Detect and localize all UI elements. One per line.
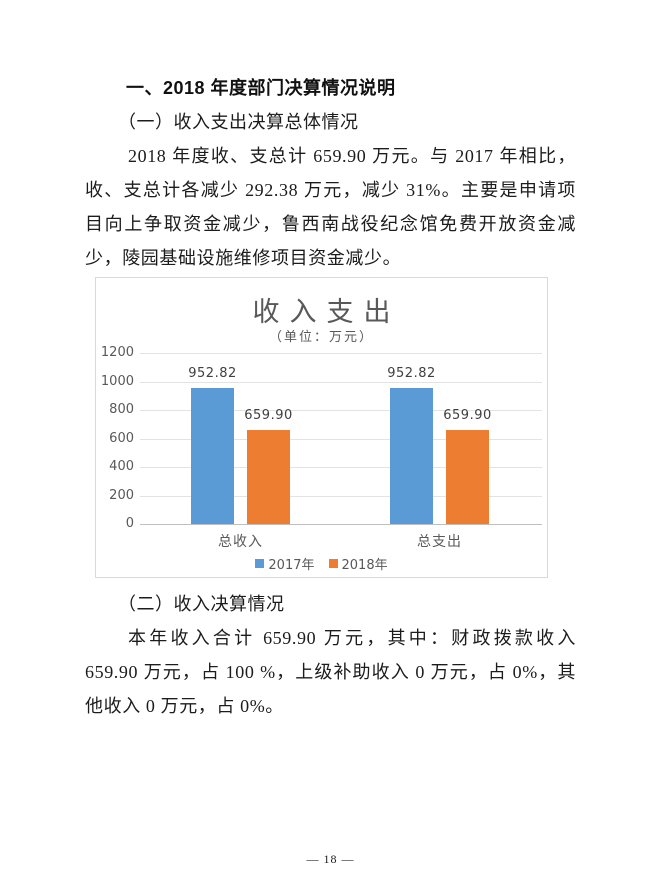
legend-item-2017年: 2017年 <box>255 554 315 573</box>
y-tick-label: 400 <box>109 459 134 474</box>
category-label: 总支出 <box>417 534 462 550</box>
page-number: — 18 — <box>306 852 355 866</box>
chart-subtitle: （单位：万元） <box>268 330 374 345</box>
legend-swatch <box>328 559 338 568</box>
gridline <box>140 467 542 468</box>
bar-2017年-总收入 <box>191 388 234 524</box>
bar-2018年-总支出 <box>446 429 489 524</box>
chart-legend: 2017年 2018年 <box>96 554 547 573</box>
subsection-title-1: （一）收入支出决算总体情况 <box>118 112 359 132</box>
chart-title: 收入支出 <box>252 297 401 328</box>
gridline <box>140 381 542 383</box>
y-tick-label: 200 <box>109 487 134 503</box>
gridline <box>140 495 542 497</box>
legend-item-2018年: 2018年 <box>328 554 388 573</box>
legend-label: 2017年 <box>268 558 315 573</box>
x-axis-line <box>140 524 542 525</box>
y-tick-label: 1200 <box>100 345 134 360</box>
legend-swatch <box>255 559 265 568</box>
y-tick-label: 800 <box>109 402 134 417</box>
paragraph-income: 本年收入合计 659.90 万元，其中：财政拨款收入 659.90 万元，占 1… <box>85 628 576 716</box>
paragraph-overview: 2018 年度收、支总计 659.90 万元。与 2017 年相比，收、支总计各… <box>85 146 576 268</box>
chart: 收入支出 （单位：万元） 0 200 400 600 800 1000 1200 952.82… <box>95 277 548 578</box>
y-tick-label: 0 <box>125 516 134 531</box>
gridline <box>140 353 542 354</box>
category-label: 总收入 <box>218 534 263 550</box>
y-tick-label: 1000 <box>100 373 134 389</box>
legend-label: 2018年 <box>341 558 388 573</box>
gridline <box>140 410 542 411</box>
y-tick-label: 600 <box>109 430 134 446</box>
bar-value-label: 659.90 <box>443 407 492 423</box>
gridline <box>140 438 542 440</box>
document-page: 一、2018 年度部门决算情况说明 （一）收入支出决算总体情况 2018 年度收… <box>85 71 576 723</box>
bar-value-label: 952.82 <box>387 366 436 382</box>
bar-2017年-总支出 <box>390 388 433 524</box>
bar-value-label: 952.82 <box>188 366 237 382</box>
bar-2018年-总收入 <box>247 429 290 524</box>
bar-value-label: 659.90 <box>244 407 293 423</box>
section-heading: 一、2018 年度部门决算情况说明 <box>126 78 396 98</box>
subsection-title-2: （二）收入决算情况 <box>118 594 285 614</box>
